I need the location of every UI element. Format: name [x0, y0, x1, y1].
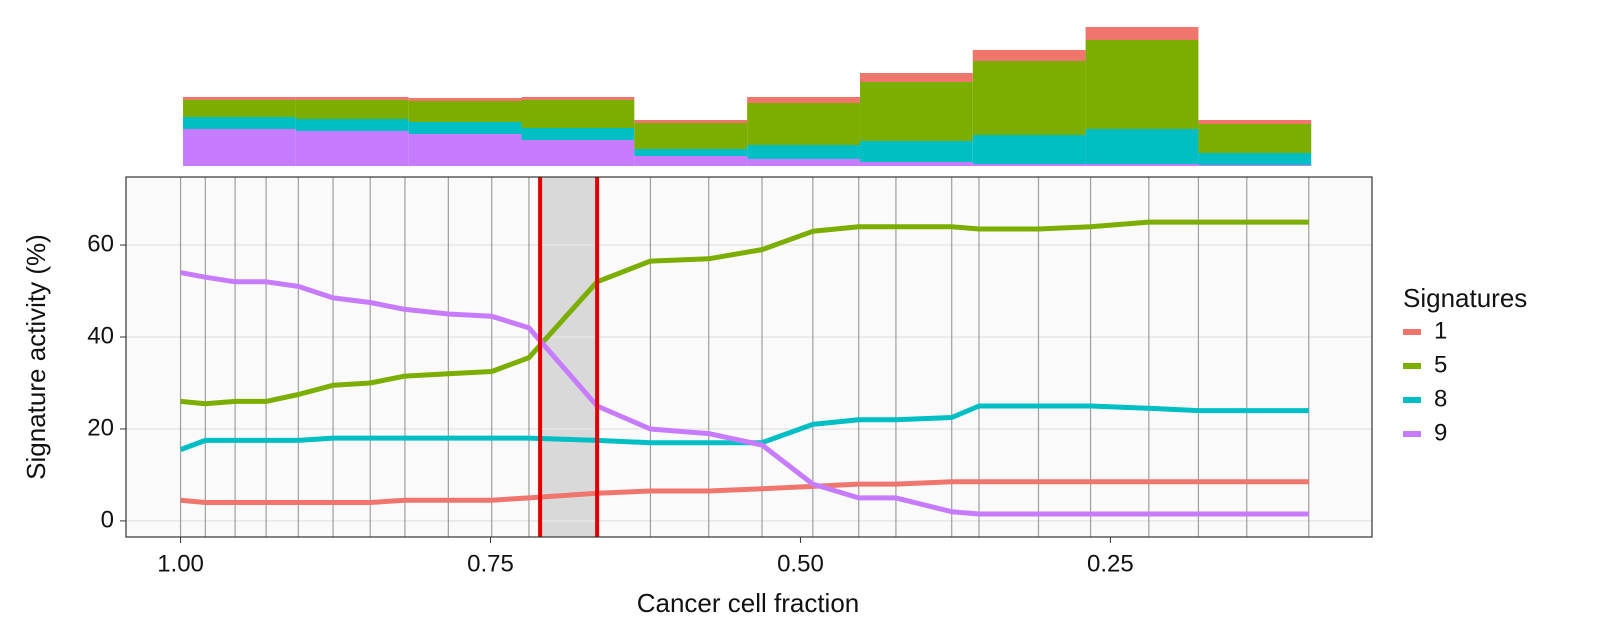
x-tick-label: 0.75 [467, 550, 514, 577]
histogram-bar [295, 97, 409, 100]
histogram-bar [859, 73, 973, 82]
histogram-bar [183, 117, 296, 129]
histogram-bar [183, 100, 296, 117]
histogram-bar [634, 120, 748, 123]
x-tick-label: 0.50 [777, 550, 824, 577]
histogram-bar [408, 134, 522, 166]
legend-label: 8 [1434, 385, 1447, 412]
histogram-bar [859, 82, 973, 141]
y-tick-label: 60 [87, 230, 114, 257]
legend-title: Signatures [1403, 283, 1527, 313]
histogram-bar [521, 128, 635, 140]
histogram-bar [972, 164, 1086, 166]
x-tick-label: 1.00 [157, 550, 204, 577]
y-tick-label: 20 [87, 414, 114, 441]
legend-label: 9 [1434, 419, 1447, 446]
series-line [179, 403, 1309, 452]
histogram-bar [859, 141, 973, 162]
series-line [180, 479, 1309, 505]
legend-label: 5 [1434, 351, 1447, 378]
x-tick-label: 0.25 [1087, 550, 1134, 577]
histogram-bar [521, 100, 635, 128]
y-axis-title: Signature activity (%) [21, 234, 51, 480]
histogram-bar [747, 97, 860, 103]
x-axis-title: Cancer cell fraction [637, 588, 860, 618]
histogram-bar [634, 123, 748, 149]
histogram-bar [408, 122, 522, 134]
histogram-bar [521, 97, 635, 100]
histogram-bar [972, 135, 1086, 164]
histogram-bar [1085, 129, 1199, 164]
series-line [180, 219, 1309, 407]
histogram-bar [972, 50, 1086, 61]
histogram-bar [747, 145, 860, 159]
histogram-bar [1198, 120, 1312, 124]
histogram-bar [408, 101, 522, 122]
legend-label: 1 [1434, 317, 1447, 344]
histogram-bar [295, 100, 409, 119]
plot-background [126, 177, 1372, 537]
histogram-bar [747, 103, 860, 145]
histogram-bar [972, 61, 1086, 135]
histogram-bar [408, 98, 522, 101]
histogram-bar [295, 119, 409, 131]
histogram-bar [859, 162, 973, 166]
series-line [180, 270, 1309, 517]
plot-border [125, 176, 1373, 538]
histogram-bar [1085, 27, 1199, 40]
histogram-bar [1085, 40, 1199, 129]
changepoint-band [540, 177, 598, 537]
histogram-bar [1085, 164, 1199, 166]
histogram-bar [634, 149, 748, 156]
histogram-bar [1198, 165, 1312, 166]
histogram-bar [295, 131, 409, 166]
histogram-bar [747, 159, 860, 166]
y-tick-label: 0 [101, 506, 114, 533]
y-tick-label: 40 [87, 322, 114, 349]
histogram-bar [521, 140, 635, 166]
histogram-bar [1198, 124, 1312, 153]
histogram-bar [1198, 153, 1312, 165]
histogram-bar [183, 97, 296, 100]
histogram-bar [183, 129, 296, 166]
histogram-bar [634, 156, 748, 166]
